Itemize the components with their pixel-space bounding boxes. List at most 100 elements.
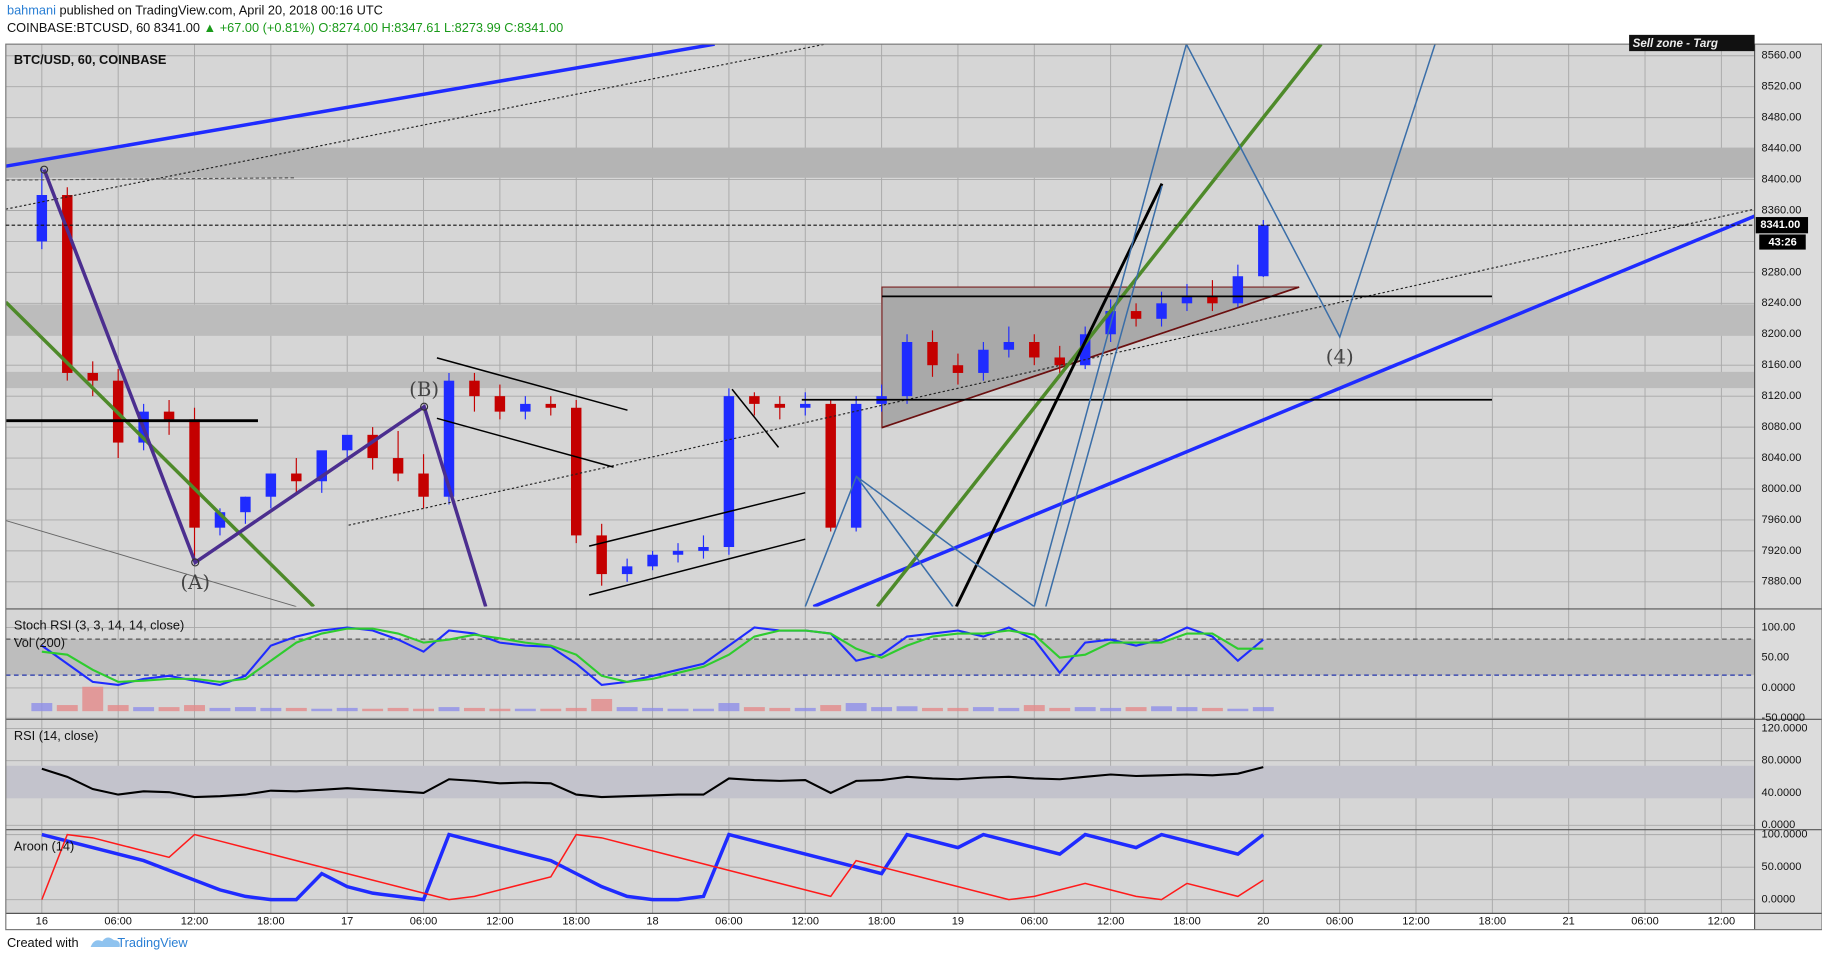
zone	[5, 371, 1755, 389]
volume-bar	[896, 706, 918, 712]
indicator-line	[41, 627, 1264, 683]
projection	[855, 475, 954, 607]
x-tick-label: 12:00	[1402, 915, 1430, 927]
volume-bar	[871, 707, 893, 712]
volume-bar	[1176, 707, 1198, 712]
indicator-line	[41, 833, 1264, 901]
change: ▲ +67.00 (+0.81%)	[204, 20, 315, 35]
zone-label: Sell zone - Targ	[1633, 37, 1718, 50]
y-tick-label: 7880.00	[1762, 576, 1802, 588]
candle-body	[1258, 225, 1269, 277]
volume-bar	[1227, 708, 1249, 712]
y-tick-label: 0.0000	[1762, 819, 1796, 831]
drawings	[5, 44, 1755, 607]
volume-bar	[489, 708, 511, 712]
y-tick-label: 8440.00	[1762, 143, 1802, 155]
footer-brand[interactable]: TradingView	[117, 935, 188, 950]
volume-bar	[616, 707, 638, 712]
candle-body	[978, 349, 989, 373]
volume-bar	[82, 686, 104, 712]
candle-body	[927, 342, 938, 366]
candle-body	[291, 473, 302, 482]
x-tick-label: 19	[952, 915, 964, 927]
volume-bar	[362, 708, 384, 712]
volume-bar	[107, 705, 129, 712]
channel	[588, 491, 806, 547]
x-tick-label: 06:00	[715, 915, 743, 927]
y-tick-label: 8200.00	[1762, 328, 1802, 340]
footer-created: Created with	[7, 935, 79, 950]
wave-label: (4)	[1326, 345, 1354, 368]
candle-body	[545, 403, 557, 408]
x-tick-label: 18:00	[1479, 915, 1507, 927]
last-price-label: 8341.00	[1760, 219, 1800, 231]
candle-body	[418, 473, 429, 497]
frame	[5, 43, 1822, 931]
projection	[1045, 185, 1163, 607]
candle-body	[189, 419, 200, 528]
volume-bar	[234, 707, 256, 712]
candle-body	[1181, 295, 1193, 304]
volume-bar	[642, 707, 664, 712]
volume-bar	[1023, 705, 1045, 712]
trend-line	[881, 286, 1300, 429]
candle-body	[392, 458, 404, 474]
price-axis-background	[1754, 44, 1822, 930]
volume-bar	[947, 707, 969, 712]
volume-bar	[743, 707, 765, 712]
x-tick-label: 06:00	[1631, 915, 1659, 927]
x-tick-label: 16	[36, 915, 48, 927]
candle-body	[443, 380, 455, 497]
candle-body	[1207, 295, 1218, 304]
channel	[588, 538, 806, 596]
candle-body	[901, 342, 913, 397]
volume-bar	[158, 707, 180, 712]
volume-bar	[463, 707, 485, 712]
y-tick-label: 100.0000	[1762, 829, 1808, 841]
candle-body	[647, 554, 658, 567]
trend-line	[812, 214, 1755, 607]
indicator-line	[41, 626, 1264, 686]
candle-body	[1029, 342, 1040, 358]
zone	[5, 147, 1755, 178]
volume-bar	[540, 708, 562, 712]
channel	[731, 388, 780, 448]
volume-bar	[1151, 706, 1172, 712]
author[interactable]: bahmani	[7, 3, 56, 18]
anchor	[40, 165, 49, 174]
candle-body	[774, 403, 786, 408]
wave-line	[42, 169, 488, 607]
trend-line	[5, 44, 715, 168]
x-tick-label: 12:00	[1097, 915, 1125, 927]
candle-body	[571, 407, 582, 536]
zones	[5, 147, 1755, 429]
candle-body	[62, 195, 73, 373]
volume-bar	[438, 707, 460, 712]
y-tick-label: 50.00	[1762, 652, 1790, 664]
y-tick-label: 8040.00	[1762, 452, 1802, 464]
y-tick-label: 40.0000	[1762, 787, 1802, 799]
volume-bar	[209, 707, 231, 712]
candle-body	[163, 411, 175, 420]
volume-bar	[845, 703, 867, 712]
y-tick-label: 0.0000	[1762, 682, 1796, 694]
candle-body	[265, 473, 277, 497]
volume-bar	[336, 707, 358, 712]
logo	[90, 937, 120, 948]
trend-line	[955, 182, 1164, 607]
x-tick-label: 12:00	[1708, 915, 1736, 927]
y-tick-label: 8080.00	[1762, 421, 1802, 433]
trend-line	[348, 208, 1755, 526]
y-tick-label: 8560.00	[1762, 50, 1802, 62]
trend-line	[875, 44, 1323, 607]
pane-title: Aroon (14)	[14, 838, 74, 853]
x-tick-label: 12:00	[791, 915, 819, 927]
x-tick-label: 20	[1257, 915, 1269, 927]
x-tick-label: 12:00	[486, 915, 514, 927]
candle-body	[341, 434, 353, 451]
candle-body	[621, 566, 633, 575]
x-tick-label: 06:00	[104, 915, 132, 927]
anchor	[191, 558, 200, 567]
candle-body	[850, 403, 862, 528]
zone-label-box	[1629, 34, 1755, 52]
